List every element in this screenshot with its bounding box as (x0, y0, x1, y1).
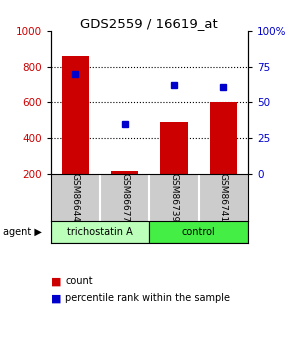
Text: count: count (65, 276, 93, 286)
Bar (149, 221, 248, 243)
Title: GDS2559 / 16619_at: GDS2559 / 16619_at (80, 17, 218, 30)
Text: trichostatin A: trichostatin A (67, 227, 133, 237)
Bar (51, 221, 149, 243)
Text: GSM86739: GSM86739 (169, 173, 179, 222)
Text: percentile rank within the sample: percentile rank within the sample (65, 294, 230, 303)
Text: GSM86644: GSM86644 (71, 173, 80, 222)
Bar (210, 102, 237, 174)
Text: ■: ■ (51, 276, 61, 286)
Bar (62, 56, 89, 174)
Text: GSM86677: GSM86677 (120, 173, 129, 222)
Bar (160, 122, 188, 174)
Text: GSM86741: GSM86741 (219, 173, 228, 222)
Text: ■: ■ (51, 294, 61, 303)
Text: control: control (182, 227, 215, 237)
Bar (111, 171, 138, 174)
Text: agent ▶: agent ▶ (3, 227, 42, 237)
